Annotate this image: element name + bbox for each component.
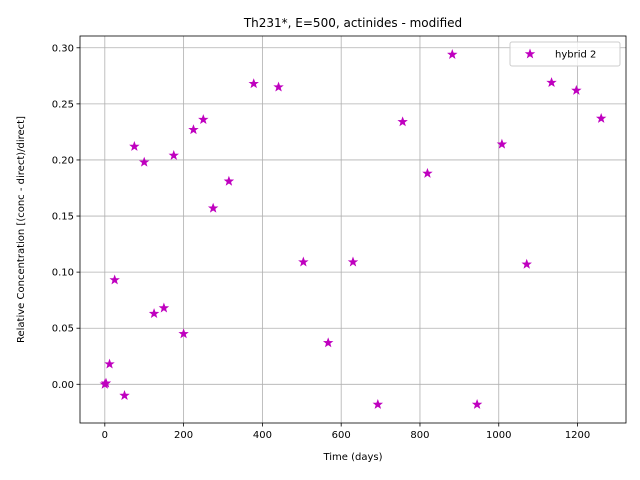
data-point	[273, 81, 284, 92]
data-point	[148, 308, 160, 319]
data-point	[571, 84, 582, 95]
ticks: 0 200 400 600 800 1000 1200 0.00 0.05 0.10 0.15 0.2…	[52, 43, 591, 441]
x-axis-label: Time (days)	[322, 452, 382, 463]
axes-background	[80, 36, 626, 423]
data-point	[109, 274, 120, 285]
data-points	[99, 49, 607, 409]
x-tick-label: 400	[253, 430, 272, 441]
x-tick-label: 0	[102, 430, 108, 441]
data-point	[129, 141, 140, 151]
x-tick-label: 1200	[565, 430, 590, 441]
data-point	[198, 114, 209, 124]
data-point	[100, 377, 112, 388]
data-point	[248, 78, 259, 89]
axes-frame	[79, 35, 627, 424]
data-point	[223, 175, 235, 186]
legend-label-hybrid-2: hybrid 2	[555, 50, 596, 61]
legend-star-icon	[524, 48, 536, 59]
data-point	[546, 77, 557, 87]
data-point	[322, 337, 334, 348]
data-point	[158, 302, 170, 313]
data-point	[119, 390, 130, 400]
x-tick-label: 1000	[486, 430, 511, 441]
chart-title: Th231*, E=500, actinides - modified	[243, 16, 462, 30]
plot-area: 0 200 400 600 800 1000 1200 0.00 0.05 0.10 0.15 0.2…	[52, 35, 627, 441]
data-point	[207, 202, 219, 213]
data-point	[397, 116, 408, 127]
data-point	[139, 156, 150, 167]
y-axis-label: Relative Concentration [(conc - direct)/…	[16, 116, 27, 343]
data-point	[496, 138, 508, 149]
x-tick-label: 800	[410, 430, 429, 441]
x-tick-label: 200	[174, 430, 193, 441]
data-point	[447, 49, 458, 59]
data-point	[471, 399, 483, 409]
data-point	[422, 167, 433, 178]
data-point	[372, 399, 384, 409]
x-tick-label: 600	[332, 430, 351, 441]
data-point	[298, 256, 309, 267]
y-tick-label: 0.30	[52, 43, 74, 54]
y-tick-label: 0.00	[52, 380, 74, 391]
y-tick-label: 0.20	[52, 155, 74, 166]
legend-box	[509, 41, 621, 67]
legend-marker-hybrid-2	[524, 48, 536, 59]
data-point	[104, 358, 115, 369]
data-point	[188, 124, 199, 135]
data-point	[168, 149, 179, 160]
data-point	[347, 256, 359, 267]
legend: hybrid 2	[509, 41, 621, 67]
y-tick-label: 0.10	[52, 268, 74, 279]
y-tick-label: 0.15	[52, 212, 74, 223]
data-point	[521, 258, 532, 269]
grid	[80, 36, 626, 423]
y-tick-label: 0.05	[52, 324, 74, 335]
data-point	[178, 328, 189, 339]
data-point	[595, 112, 607, 123]
y-tick-label: 0.25	[52, 99, 74, 110]
